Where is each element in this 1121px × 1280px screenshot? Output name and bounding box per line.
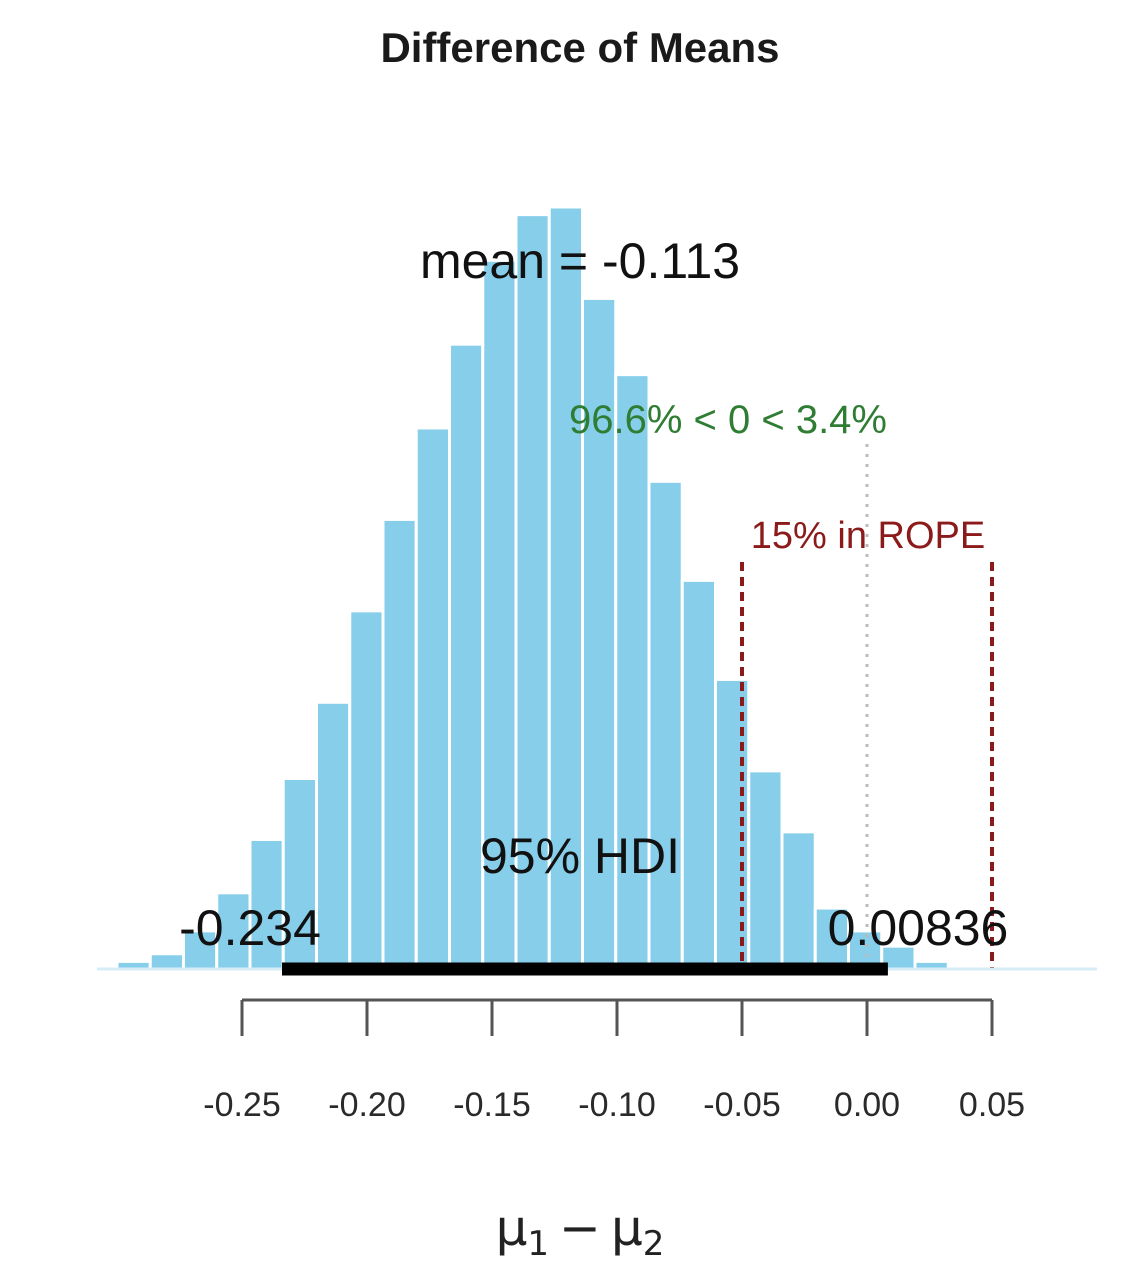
histogram-bar bbox=[414, 426, 451, 971]
histogram-bar bbox=[481, 258, 518, 971]
histogram-bar bbox=[780, 830, 817, 971]
histogram-bar bbox=[348, 609, 385, 971]
x-axis: -0.25 -0.20 -0.15 -0.10 -0.05 0.00 0.05 bbox=[203, 998, 1025, 1124]
histogram-bar bbox=[647, 479, 684, 971]
histogram-bar bbox=[315, 700, 352, 971]
hdi-label: 95% HDI bbox=[480, 828, 680, 884]
comp-label: 96.6% < 0 < 3.4% bbox=[569, 398, 887, 442]
histogram-bar bbox=[381, 517, 418, 971]
hdi-low-label: -0.234 bbox=[179, 900, 321, 956]
x-tick-label: -0.25 bbox=[203, 1086, 281, 1124]
histogram-bar bbox=[448, 342, 485, 971]
x-axis-label: μ1− μ2 bbox=[496, 1199, 665, 1264]
histogram-bars bbox=[115, 205, 950, 971]
histogram-bar bbox=[148, 952, 185, 971]
x-tick-label: -0.10 bbox=[578, 1086, 656, 1124]
hdi-high-label: 0.00836 bbox=[828, 900, 1009, 956]
mean-label: mean = -0.113 bbox=[420, 233, 740, 289]
histogram-bar bbox=[680, 578, 717, 971]
x-tick-label: 0.05 bbox=[959, 1086, 1025, 1124]
histogram-bar bbox=[747, 769, 784, 971]
histogram-bar bbox=[614, 373, 651, 971]
rope-label: 15% in ROPE bbox=[751, 515, 985, 557]
x-tick-label: -0.15 bbox=[453, 1086, 531, 1124]
histogram-bar bbox=[547, 205, 584, 971]
x-tick-label: -0.20 bbox=[328, 1086, 406, 1124]
x-tick-label: -0.05 bbox=[703, 1086, 781, 1124]
x-tick-label: 0.00 bbox=[834, 1086, 900, 1124]
chart-title: Difference of Means bbox=[380, 24, 779, 71]
